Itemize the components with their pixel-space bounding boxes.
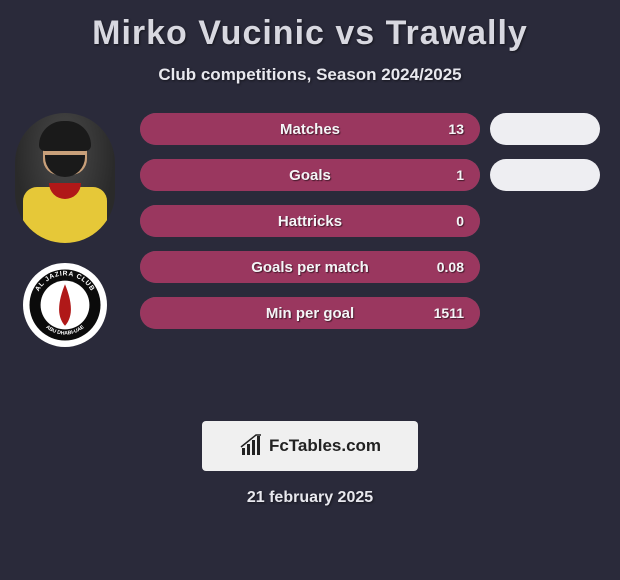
subtitle: Club competitions, Season 2024/2025 <box>0 65 620 85</box>
stat-value: 1511 <box>434 297 464 329</box>
club-badge: AL JAZIRA CLUB ABU DHABI-UAE <box>23 263 107 347</box>
stat-value: 0 <box>456 205 464 237</box>
stat-row: Goals1 <box>140 159 480 191</box>
brand-chip[interactable]: FcTables.com <box>202 421 418 471</box>
stat-label: Matches <box>140 113 480 145</box>
stat-row: Matches13 <box>140 113 480 145</box>
stat-value: 13 <box>448 113 464 145</box>
stat-row: Hattricks0 <box>140 205 480 237</box>
hair-shape <box>39 121 91 151</box>
club-badge-svg: AL JAZIRA CLUB ABU DHABI-UAE <box>28 268 102 342</box>
stat-label: Goals <box>140 159 480 191</box>
stat-value: 1 <box>456 159 464 191</box>
player-avatar <box>15 113 115 243</box>
opponent-mini-pills <box>490 113 600 191</box>
stat-rows: Matches13 Goals1 Hattricks0 Goals per match… <box>140 113 480 329</box>
bar-chart-icon <box>239 434 263 458</box>
opponent-mini-pill <box>490 113 600 145</box>
opponent-mini-pill <box>490 159 600 191</box>
stat-label: Goals per match <box>140 251 480 283</box>
stat-label: Hattricks <box>140 205 480 237</box>
stat-row: Goals per match0.08 <box>140 251 480 283</box>
brand-label: FcTables.com <box>269 436 381 456</box>
player-column: AL JAZIRA CLUB ABU DHABI-UAE <box>10 113 120 347</box>
footer-date: 21 february 2025 <box>0 489 620 507</box>
stat-label: Min per goal <box>140 297 480 329</box>
stat-row: Min per goal1511 <box>140 297 480 329</box>
page-title: Mirko Vucinic vs Trawally <box>0 0 620 53</box>
beard-shape <box>45 155 85 177</box>
stat-value: 0.08 <box>437 251 464 283</box>
comparison-panel: AL JAZIRA CLUB ABU DHABI-UAE Matches13 Go… <box>0 113 620 373</box>
